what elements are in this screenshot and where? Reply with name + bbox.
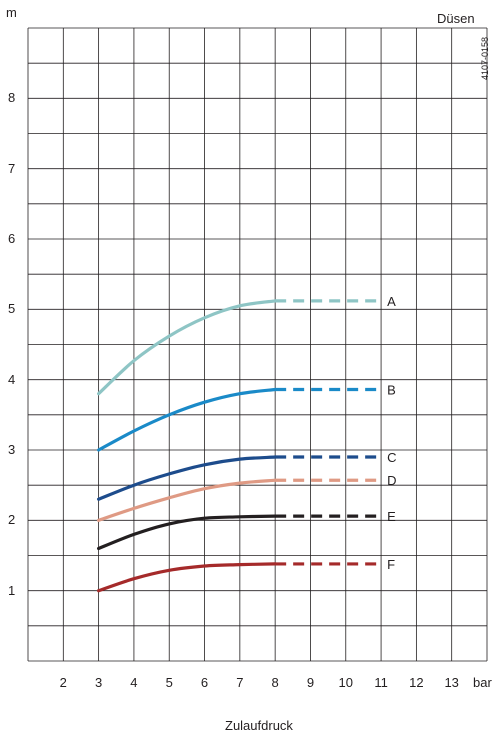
chart-grid <box>27 27 488 662</box>
y-tick-label: 6 <box>8 231 16 246</box>
x-axis-unit-label: bar <box>473 675 492 690</box>
series-line-c <box>97 455 277 501</box>
x-tick-label: 2 <box>59 675 67 690</box>
x-tick-label: 10 <box>338 675 353 690</box>
x-axis-title: Zulaufdruck <box>225 718 293 733</box>
series-line-f <box>97 562 277 593</box>
series-label-b: B <box>387 383 396 398</box>
y-tick-label: 5 <box>8 301 16 317</box>
series-line-b <box>97 387 277 452</box>
series-label-a: A <box>387 294 396 309</box>
x-tick-label: 12 <box>409 675 424 690</box>
series-line-d <box>97 478 277 522</box>
x-tick-label: 11 <box>374 675 388 690</box>
x-tick-label: 7 <box>236 675 244 690</box>
x-tick-label: 8 <box>271 675 279 690</box>
x-tick-label: 6 <box>200 675 209 690</box>
series-label-c: C <box>387 450 396 465</box>
legend-title: Düsen <box>437 11 475 26</box>
series-line-a <box>97 299 277 396</box>
x-tick-label: 4 <box>130 675 138 690</box>
y-tick-label: 4 <box>8 371 16 387</box>
series-lines: A B CD E F <box>97 294 396 593</box>
y-tick-label: 2 <box>8 512 16 528</box>
y-tick-label: 7 <box>8 160 16 176</box>
y-tick-label: 8 <box>8 90 16 106</box>
x-tick-label: 13 <box>444 675 459 690</box>
y-tick-label: 1 <box>8 582 16 598</box>
x-tick-label: 3 <box>94 675 103 690</box>
y-tick-label: 3 <box>8 442 16 457</box>
series-label-d: D <box>387 473 396 488</box>
series-label-f: F <box>387 557 395 572</box>
y-axis-label: m <box>6 5 17 20</box>
series-label-e: E <box>387 509 396 524</box>
x-tick-label: 5 <box>165 675 173 690</box>
figure-code: 4107-0158 <box>480 36 490 80</box>
series-line-e <box>97 514 277 551</box>
x-tick-label: 9 <box>306 675 315 690</box>
